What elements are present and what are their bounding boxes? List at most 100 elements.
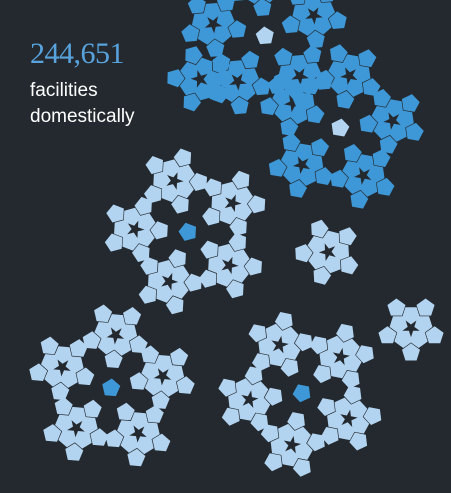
- pentagon-cluster-7: [319, 349, 338, 368]
- pentagon-cluster-4: [208, 255, 226, 274]
- pentagon-cluster-7: [258, 337, 277, 356]
- pentagon-cluster-1: [342, 161, 361, 179]
- pentagon-cluster-1: [345, 79, 364, 97]
- pentagon-cluster-3: [206, 39, 225, 57]
- pentagon-cluster-6: [44, 369, 63, 387]
- pentagon-cluster-7: [337, 422, 356, 441]
- pentagon-cluster-8: [409, 330, 428, 348]
- pentagon-cluster-4: [138, 213, 156, 232]
- pentagon-cluster-2: [167, 69, 185, 88]
- pentagon-cluster-6: [130, 412, 149, 430]
- pentagon-cluster-4: [145, 156, 163, 175]
- pentagon-cluster-6: [76, 367, 95, 386]
- pentagon-cluster-1: [268, 158, 287, 177]
- pentagon-cluster-7: [334, 397, 353, 416]
- pentagon-cluster-7-center: [292, 384, 311, 403]
- pentagon-cluster-6: [152, 433, 171, 452]
- pentagon-cluster-4: [247, 195, 266, 214]
- pentagon-cluster-4: [171, 195, 189, 214]
- pentagon-cluster-6: [68, 406, 87, 425]
- pentagon-cluster-4: [162, 159, 181, 178]
- pentagon-cluster-6: [170, 347, 189, 366]
- pentagon-cluster-7: [260, 424, 279, 443]
- pentagon-cluster-4: [165, 296, 184, 315]
- pentagon-cluster-7: [252, 396, 271, 415]
- pentagon-cluster-2: [179, 77, 198, 96]
- pentagon-cluster-4: [140, 256, 158, 275]
- pentagon-cluster-4: [216, 268, 234, 287]
- pentagon-cluster-6: [120, 435, 139, 453]
- pentagon-cluster-1: [379, 135, 398, 154]
- pentagon-cluster-7: [342, 338, 360, 357]
- pentagon-cluster-4: [198, 269, 217, 288]
- pentagon-cluster-4: [137, 228, 155, 247]
- pentagon-cluster-1: [388, 123, 407, 142]
- pentagon-cluster-1: [298, 168, 316, 186]
- pentagon-cluster-7: [320, 427, 339, 445]
- pentagon-cluster-1: [359, 178, 378, 197]
- pentagon-cluster-6: [119, 324, 138, 342]
- pentagon-cluster-1-center: [331, 118, 350, 137]
- pentagon-cluster-7: [250, 381, 269, 400]
- pentagon-cluster-1: [385, 99, 404, 118]
- pentagon-cluster-7: [309, 336, 328, 355]
- pentagon-cluster-6: [117, 420, 136, 438]
- pentagon-cluster-6: [55, 414, 73, 433]
- pentagon-cluster-3: [228, 20, 247, 38]
- pentagon-cluster-4: [221, 181, 239, 200]
- pentagon-cluster-3: [281, 15, 300, 34]
- pentagon-cluster-6: [151, 391, 170, 409]
- pentagon-cluster-1: [260, 97, 279, 116]
- pentagon-cluster-1: [356, 154, 374, 173]
- pentagon-cluster-4: [234, 202, 253, 221]
- pentagon-cluster-3-center: [255, 26, 274, 45]
- pentagon-cluster-3: [265, 0, 273, 3]
- pentagon-cluster-7: [218, 378, 236, 397]
- pentagon-cluster-4: [148, 271, 166, 290]
- pentagon-cluster-3: [267, 76, 286, 94]
- pentagon-cluster-8: [402, 307, 420, 325]
- pentagon-cluster-3: [227, 60, 246, 78]
- pentagon-cluster-1: [358, 49, 377, 68]
- pentagon-cluster-7: [280, 326, 299, 345]
- pentagon-cluster-4: [172, 265, 190, 284]
- pentagon-cluster-6: [73, 431, 92, 449]
- pentagon-cluster-4: [134, 196, 152, 215]
- pentagon-cluster-3: [298, 18, 317, 36]
- pentagon-cluster-3: [205, 81, 224, 100]
- pentagon-cluster-1: [330, 169, 349, 188]
- pentagon-cluster-7: [248, 324, 267, 343]
- pentagon-cluster-6: [129, 372, 148, 390]
- pentagon-cluster-4: [106, 204, 124, 223]
- pentagon-cluster-1: [330, 76, 349, 95]
- pentagon-cluster-5: [308, 251, 326, 270]
- pentagon-cluster-4: [114, 219, 132, 238]
- pentagon-cluster-3: [252, 77, 271, 96]
- pentagon-cluster-3: [197, 27, 216, 45]
- pentagon-cluster-6: [105, 429, 124, 448]
- pentagon-cluster-6: [54, 397, 73, 415]
- pentagon-cluster-3: [187, 0, 206, 14]
- pentagon-cluster-6: [79, 416, 98, 435]
- pentagon-cluster-7: [349, 400, 368, 419]
- pentagon-cluster-1: [396, 110, 414, 129]
- pentagon-cluster-1: [366, 165, 385, 184]
- pentagon-cluster-8: [387, 298, 406, 316]
- pentagon-cluster-8: [416, 298, 435, 316]
- pentagon-cluster-6: [104, 350, 123, 368]
- pentagon-cluster-1: [406, 122, 424, 141]
- pentagon-cluster-6: [97, 336, 116, 355]
- pentagon-cluster-7: [250, 413, 269, 432]
- pentagon-cluster-4: [217, 243, 236, 262]
- pentagon-cluster-6: [51, 382, 70, 401]
- pentagon-cluster-2: [180, 61, 198, 80]
- pentagon-cluster-2: [185, 46, 203, 65]
- pentagon-cluster-4: [173, 148, 192, 167]
- pentagon-cluster-3: [213, 25, 232, 44]
- pentagon-cluster-4: [171, 280, 189, 299]
- pentagon-cluster-4: [202, 207, 220, 226]
- pentagon-cluster-6: [123, 307, 142, 325]
- pentagon-cluster-1: [274, 103, 293, 122]
- pentagon-cluster-1: [282, 133, 301, 152]
- pentagon-cluster-3: [274, 47, 293, 66]
